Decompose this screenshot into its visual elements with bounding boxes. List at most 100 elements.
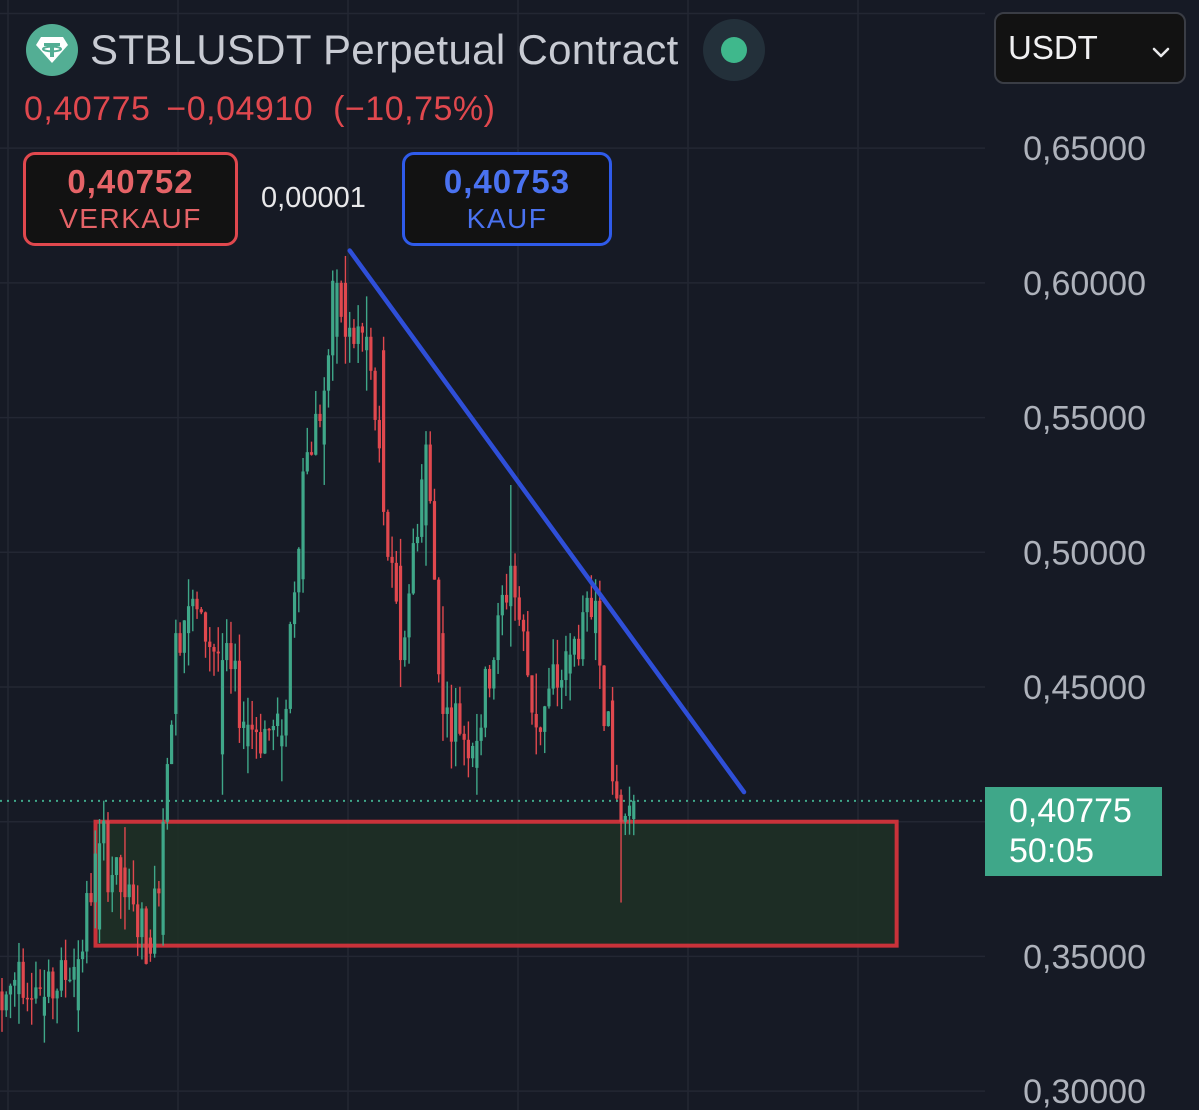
candle-body xyxy=(466,739,470,759)
candle-body xyxy=(292,592,297,625)
candle-body xyxy=(594,600,598,634)
candle-body xyxy=(161,821,165,935)
candle-body xyxy=(199,609,203,613)
candle-body xyxy=(360,326,364,333)
candle-body xyxy=(305,452,309,472)
candle-body xyxy=(276,713,280,727)
candle-body xyxy=(526,631,530,676)
candle-body xyxy=(326,355,331,391)
current-price: 0,40775 xyxy=(1009,792,1132,830)
currency-select-value: USDT xyxy=(1008,29,1098,66)
price-axis: 0,65000 0,60000 0,55000 0,50000 0,45000 0,350… xyxy=(1023,130,1146,1110)
candle-body xyxy=(195,598,199,610)
candle-countdown: 50:05 xyxy=(1009,832,1095,870)
candle-body xyxy=(237,660,242,728)
candle-body xyxy=(577,638,581,660)
candle-body xyxy=(259,732,263,754)
symbol-header[interactable]: STBLUSDT Perpetual Contract xyxy=(26,19,765,81)
y-tick-label: 0,50000 xyxy=(1023,534,1146,572)
candle-body xyxy=(585,597,589,613)
candle-body xyxy=(170,724,174,765)
candle-body xyxy=(335,282,339,337)
tether-logo-icon xyxy=(26,24,78,76)
candle-body xyxy=(93,853,97,903)
y-tick-label: 0,65000 xyxy=(1023,130,1146,168)
candle-body xyxy=(148,937,152,954)
candle-body xyxy=(233,660,237,670)
candle-body xyxy=(534,713,538,728)
candle-body xyxy=(513,565,517,598)
y-tick-label: 0,45000 xyxy=(1023,669,1146,707)
candle-body xyxy=(72,966,76,980)
candle-body xyxy=(220,660,225,755)
candle-body xyxy=(191,598,195,607)
candle-body xyxy=(615,781,619,799)
candle-body xyxy=(114,857,119,876)
candle-body xyxy=(225,643,229,661)
buy-button[interactable]: 0,40753 KAUF xyxy=(402,152,612,246)
candle-body xyxy=(34,987,38,999)
support-zone[interactable] xyxy=(93,819,899,948)
candle-body xyxy=(280,735,284,747)
candle-body xyxy=(186,606,191,634)
candle-body xyxy=(403,637,407,661)
candle-body xyxy=(97,843,102,930)
candle-body xyxy=(242,721,246,728)
candle-body xyxy=(623,815,627,822)
candle-body xyxy=(250,724,254,730)
candle-body xyxy=(89,893,93,903)
candle-body xyxy=(17,961,21,995)
candle-body xyxy=(411,543,415,594)
candle-body xyxy=(530,675,534,713)
candle-body xyxy=(174,633,178,714)
candle-body xyxy=(0,991,4,1011)
currency-select[interactable]: USDT xyxy=(994,12,1186,84)
candle-body xyxy=(318,413,322,421)
candle-body xyxy=(267,728,271,731)
candle-body xyxy=(30,998,34,1000)
candle-body xyxy=(106,820,110,893)
last-price: 0,40775 xyxy=(24,90,151,128)
candle-body xyxy=(8,985,13,995)
candle-body xyxy=(288,624,292,709)
candle-body xyxy=(488,668,492,689)
candle-body xyxy=(572,638,576,655)
symbol-title: STBLUSDT Perpetual Contract xyxy=(90,26,679,73)
candle-body xyxy=(119,857,123,893)
candle-body xyxy=(437,579,441,675)
live-status-icon xyxy=(702,19,765,81)
candle-body xyxy=(407,593,411,638)
candle-body xyxy=(475,740,479,768)
candle-body xyxy=(458,703,462,734)
candle-body xyxy=(110,875,114,893)
candle-body xyxy=(136,904,140,938)
candle-body xyxy=(382,350,386,512)
trendline-group[interactable] xyxy=(347,248,747,795)
candle-body xyxy=(441,633,445,714)
candle-body xyxy=(123,867,127,898)
candle-body xyxy=(178,633,182,653)
candle-body xyxy=(610,700,615,782)
buy-price: 0,40753 xyxy=(443,163,571,200)
candle-body xyxy=(352,327,356,344)
candle-body xyxy=(59,960,63,991)
y-tick-label: 0,35000 xyxy=(1023,938,1146,976)
candle-body xyxy=(500,594,504,616)
candle-body xyxy=(483,668,487,728)
candle-body xyxy=(445,707,449,714)
candle-body xyxy=(339,282,343,317)
sell-button[interactable]: 0,40752 VERKAUF xyxy=(23,152,238,246)
candle-body xyxy=(254,729,258,733)
candle-body xyxy=(555,664,560,688)
candle-body xyxy=(471,745,475,759)
candle-body xyxy=(76,959,80,1011)
chevron-down-icon xyxy=(1152,29,1170,67)
candle-body xyxy=(271,726,275,731)
candle-body xyxy=(229,643,233,670)
candle-body xyxy=(246,724,250,747)
candle-body xyxy=(581,612,585,660)
candle-body xyxy=(64,960,68,980)
candle-body xyxy=(398,565,403,661)
candle-body xyxy=(373,370,377,420)
